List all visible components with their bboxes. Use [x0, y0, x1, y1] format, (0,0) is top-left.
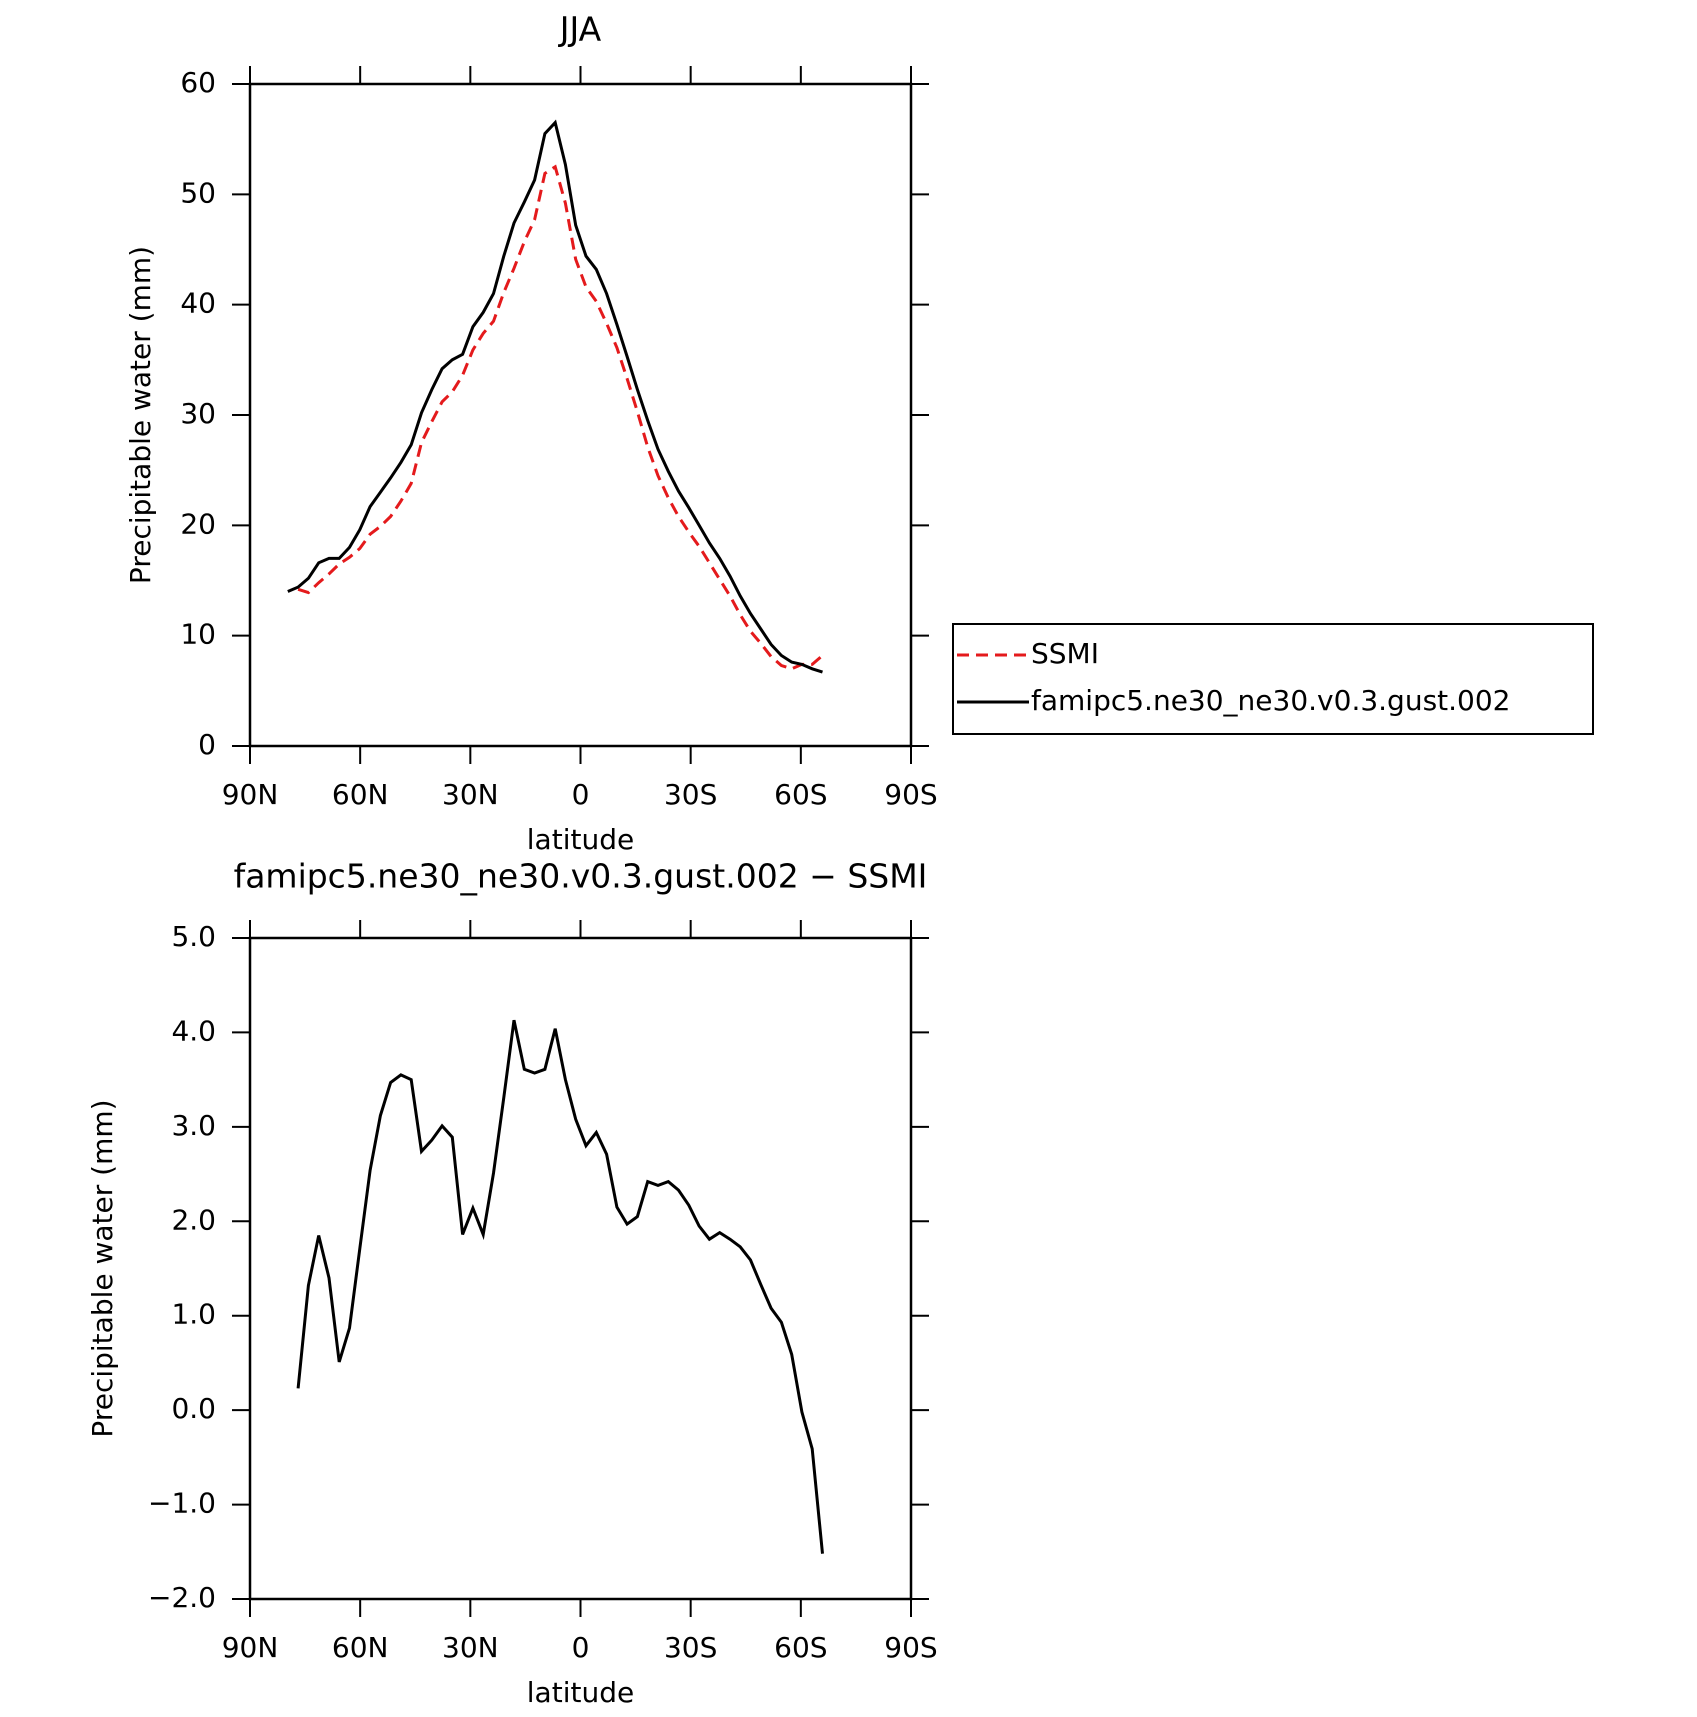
plot-frame — [248, 82, 913, 748]
x-tick-label: 0 — [572, 1631, 590, 1664]
x-tick-label: 60S — [774, 1631, 827, 1664]
x-tick-label: 90N — [222, 778, 279, 811]
plot-frame — [248, 936, 913, 1601]
data-line — [296, 1019, 824, 1554]
legend-box — [952, 623, 1594, 735]
y-axis-label: Precipitable water (mm) — [86, 1099, 119, 1437]
chart-title: famipc5.ne30_ne30.v0.3.gust.002 − SSMI — [234, 857, 928, 896]
y-tick-label: 0 — [198, 728, 216, 761]
y-tick-label: 0.0 — [171, 1392, 216, 1425]
y-tick-label: 2.0 — [171, 1203, 216, 1236]
y-tick-label: −1.0 — [148, 1487, 216, 1520]
y-tick-label: 30 — [180, 397, 216, 430]
x-tick-label: 60N — [332, 1631, 389, 1664]
x-tick-label: 30N — [442, 1631, 499, 1664]
y-tick-label: 4.0 — [171, 1014, 216, 1047]
y-tick-label: −2.0 — [148, 1581, 216, 1614]
x-tick-label: 90S — [884, 1631, 937, 1664]
x-tick-label: 0 — [572, 778, 590, 811]
legend-label: famipc5.ne30_ne30.v0.3.gust.002 — [1031, 684, 1511, 717]
y-tick-label: 1.0 — [171, 1298, 216, 1331]
x-tick-label: 60N — [332, 778, 389, 811]
y-tick-label: 3.0 — [171, 1109, 216, 1142]
x-tick-label: 30S — [664, 778, 717, 811]
x-tick-label: 90S — [884, 778, 937, 811]
y-tick-label: 60 — [180, 66, 216, 99]
x-tick-label: 60S — [774, 778, 827, 811]
x-tick-label: 30N — [442, 778, 499, 811]
x-tick-label: 30S — [664, 1631, 717, 1664]
x-axis-label: latitude — [527, 1676, 634, 1709]
x-axis-label: latitude — [527, 823, 634, 856]
legend-label: SSMI — [1031, 637, 1099, 670]
y-tick-label: 50 — [180, 176, 216, 209]
chart-title: JJA — [558, 10, 602, 49]
y-tick-label: 20 — [180, 507, 216, 540]
x-tick-label: 90N — [222, 1631, 279, 1664]
data-line — [287, 119, 823, 674]
data-line — [297, 164, 824, 671]
y-axis-label: Precipitable water (mm) — [124, 246, 157, 584]
y-tick-label: 5.0 — [171, 920, 216, 953]
y-tick-label: 10 — [180, 618, 216, 651]
y-tick-label: 40 — [180, 287, 216, 320]
